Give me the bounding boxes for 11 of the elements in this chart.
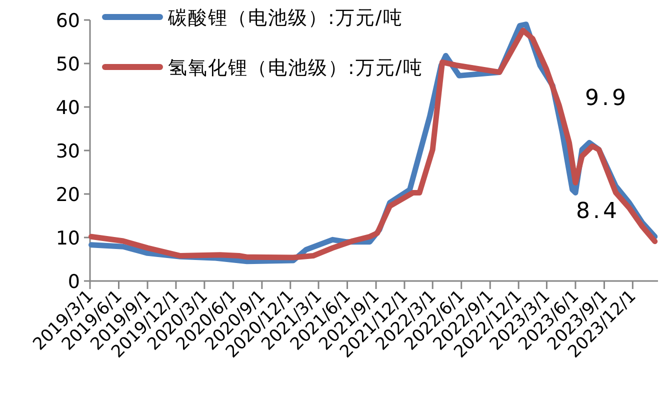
y-tick-label: 10 — [56, 228, 80, 250]
y-tick-label: 40 — [56, 97, 80, 119]
y-tick-label: 60 — [56, 10, 80, 32]
legend-label: 氢氧化锂（电池级）:万元/吨 — [168, 57, 423, 79]
legend-label: 碳酸锂（电池级）:万元/吨 — [167, 7, 403, 29]
y-tick-label: 30 — [56, 140, 80, 162]
y-tick-label: 0 — [68, 271, 80, 293]
annotation: 8.4 — [576, 199, 620, 224]
y-tick-label: 20 — [56, 184, 80, 206]
y-tick-label: 50 — [56, 54, 80, 76]
annotation: 9.9 — [585, 86, 629, 111]
